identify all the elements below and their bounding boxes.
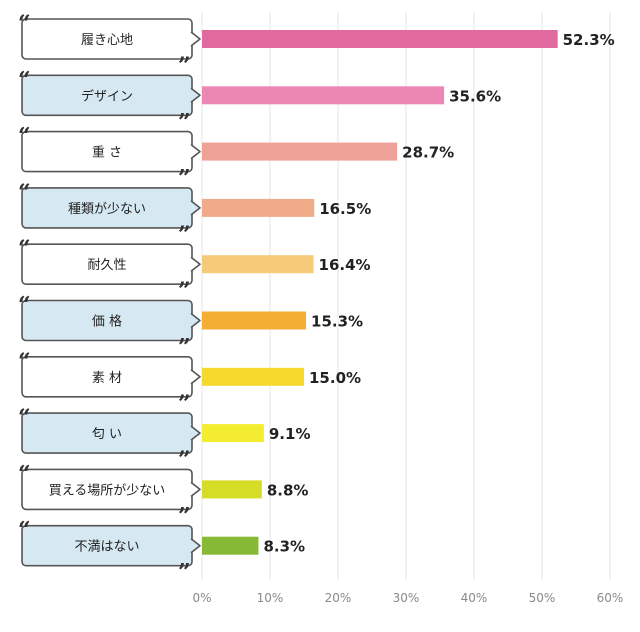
close-quote-icon: ”: [178, 166, 191, 192]
chart-row: “ ” 履き心地 52.3%: [18, 11, 615, 79]
bar: [202, 86, 445, 105]
chart-row: “ ” 素 材 15.0%: [18, 349, 361, 417]
category-label: 素 材: [92, 371, 122, 386]
open-quote-icon: “: [18, 405, 31, 431]
value-label: 35.6%: [449, 87, 501, 105]
category-label: 買える場所が少ない: [49, 483, 166, 498]
label-pointer: [190, 538, 201, 554]
open-quote-icon: “: [18, 124, 31, 150]
bar: [202, 311, 307, 330]
category-label: 耐久性: [87, 258, 126, 273]
bar: [202, 30, 558, 48]
x-tick-label: 60%: [597, 591, 624, 605]
close-quote-icon: ”: [178, 503, 191, 529]
chart-row: “ ” 重 さ 28.7%: [18, 124, 454, 192]
x-axis-ticks: 0% 10% 20% 30% 40% 50% 60%: [192, 591, 623, 605]
x-tick-label: 20%: [325, 591, 352, 605]
close-quote-icon: ”: [178, 560, 191, 586]
category-label: デザイン: [81, 88, 133, 104]
open-quote-icon: “: [18, 11, 31, 37]
category-label: 種類が少ない: [68, 201, 146, 217]
grid-lines: [201, 12, 611, 580]
value-label: 15.0%: [309, 369, 361, 387]
chart-row: “ ” デザイン 35.6%: [18, 67, 501, 135]
value-label: 8.3%: [263, 538, 305, 556]
close-quote-icon: ”: [178, 53, 191, 79]
label-pointer: [190, 256, 201, 272]
open-quote-icon: “: [18, 461, 31, 487]
category-label: 匂 い: [92, 427, 122, 442]
bar: [202, 142, 398, 161]
open-quote-icon: “: [18, 293, 31, 319]
label-pointer: [190, 87, 201, 103]
open-quote-icon: “: [18, 67, 31, 93]
close-quote-icon: ”: [178, 109, 191, 135]
x-tick-label: 50%: [529, 591, 556, 605]
value-label: 16.5%: [319, 200, 371, 218]
open-quote-icon: “: [18, 236, 31, 262]
open-quote-icon: “: [18, 349, 31, 375]
value-label: 15.3%: [311, 313, 363, 331]
label-pointer: [190, 425, 201, 441]
chart-row: “ ” 耐久性 16.4%: [18, 236, 371, 304]
open-quote-icon: “: [18, 518, 31, 544]
close-quote-icon: ”: [178, 391, 191, 417]
category-label: 価 格: [92, 314, 122, 330]
bar: [202, 198, 315, 217]
close-quote-icon: ”: [178, 278, 191, 304]
chart-row: “ ” 価 格 15.3%: [18, 293, 363, 361]
chart-row: “ ” 買える場所が少ない 8.8%: [18, 461, 308, 529]
open-quote-icon: “: [18, 180, 31, 206]
category-label: 重 さ: [92, 145, 122, 161]
label-pointer: [190, 369, 201, 385]
category-label: 不満はない: [74, 540, 139, 555]
bar: [202, 480, 262, 499]
x-tick-label: 10%: [257, 591, 284, 605]
x-tick-label: 30%: [393, 591, 420, 605]
label-pointer: [190, 312, 201, 329]
bar: [202, 255, 314, 274]
value-label: 16.4%: [319, 256, 371, 274]
value-label: 9.1%: [269, 425, 311, 443]
value-label: 8.8%: [267, 481, 309, 499]
value-label: 52.3%: [563, 31, 615, 49]
chart-row: “ ” 種類が少ない 16.5%: [18, 180, 371, 248]
value-label: 28.7%: [402, 144, 454, 162]
chart-row: “ ” 匂 い 9.1%: [18, 405, 310, 473]
bar: [202, 424, 264, 443]
chart-row: “ ” 不満はない 8.3%: [18, 518, 305, 586]
label-pointer: [190, 31, 201, 47]
close-quote-icon: ”: [178, 222, 191, 248]
chart-rows: “ ” 履き心地 52.3% “ ” デザイン 35.6% “ ” 重 さ 28.7% “ ” 種類が少ない…: [18, 11, 615, 586]
label-pointer: [190, 481, 201, 498]
bar: [202, 367, 304, 386]
label-pointer: [190, 200, 201, 216]
x-tick-label: 40%: [461, 591, 488, 605]
close-quote-icon: ”: [178, 447, 191, 473]
label-pointer: [190, 143, 201, 160]
category-label: 履き心地: [81, 33, 133, 48]
x-tick-label: 0%: [192, 591, 211, 605]
bar: [202, 536, 259, 555]
close-quote-icon: ”: [178, 335, 191, 361]
